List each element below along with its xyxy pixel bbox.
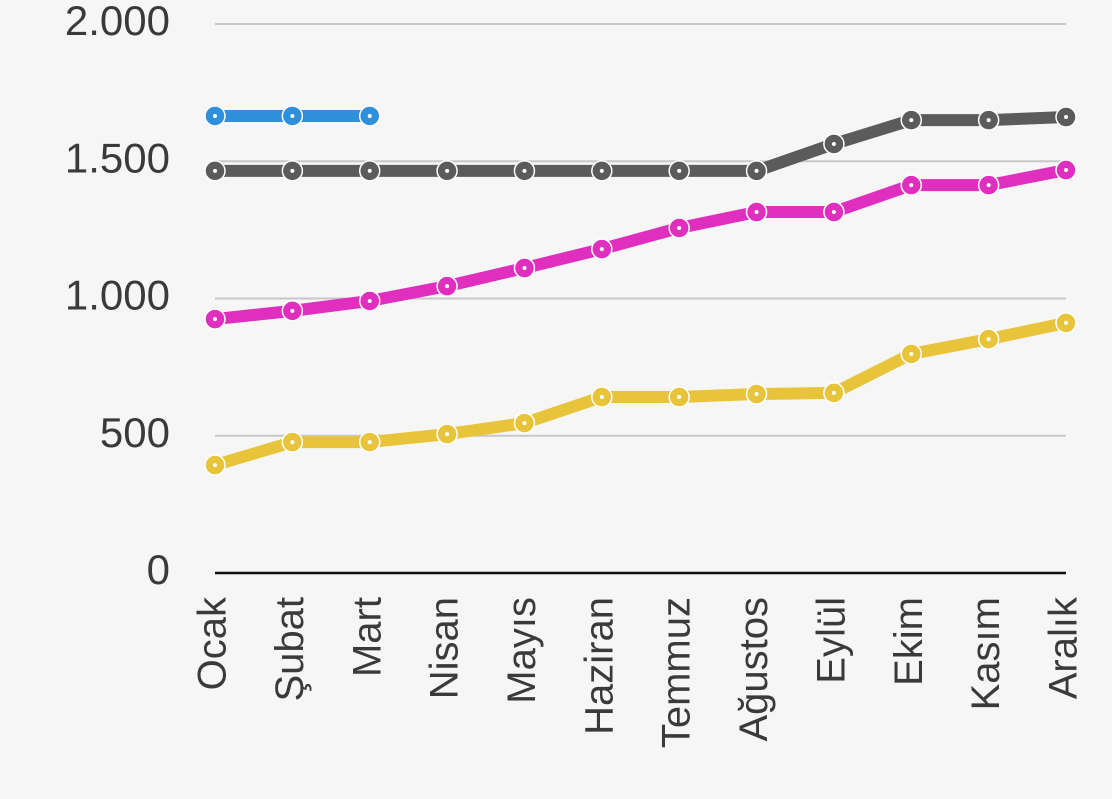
point-center [986, 183, 991, 188]
point-center [213, 317, 217, 322]
point-center [909, 183, 914, 188]
x-tick-label: Mayıs [500, 597, 544, 704]
y-tick-label: 0 [147, 546, 170, 593]
point-center [213, 113, 217, 118]
point-center [367, 113, 372, 118]
x-tick-label: Eylül [809, 597, 853, 684]
y-tick-label: 1.000 [65, 272, 170, 319]
y-tick-label: 1.500 [65, 134, 170, 181]
point-center [522, 266, 527, 271]
point-center [677, 168, 682, 173]
x-tick-label: Ağustos [732, 597, 776, 742]
point-center [445, 168, 450, 173]
point-center [599, 395, 604, 400]
point-center [367, 168, 372, 173]
point-center [831, 390, 836, 395]
point-center [290, 113, 295, 118]
point-center [290, 440, 295, 445]
point-center [522, 421, 527, 426]
point-center [213, 168, 217, 173]
x-tick-label: Ekim [887, 597, 931, 686]
point-center [909, 351, 914, 356]
point-center [986, 118, 991, 123]
point-center [367, 440, 372, 445]
point-center [1064, 168, 1068, 173]
point-center [599, 247, 604, 252]
point-center [754, 168, 759, 173]
series-line [215, 111, 1067, 177]
y-tick-label: 500 [100, 409, 170, 456]
y-tick-label: 2.000 [65, 0, 170, 44]
x-tick-label: Mart [345, 597, 389, 677]
x-tick-label: Aralık [1042, 596, 1086, 699]
point-center [754, 210, 759, 215]
x-tick-label: Ocak [191, 596, 235, 690]
x-tick-label: Temmuz [655, 597, 699, 748]
point-center [677, 395, 682, 400]
series-line [213, 317, 1068, 471]
series-line [214, 164, 1068, 326]
x-tick-label: Nisan [423, 597, 467, 699]
series [204, 159, 1077, 330]
series [204, 105, 381, 127]
series [204, 312, 1077, 476]
point-center [367, 298, 372, 303]
point-center [213, 463, 217, 468]
point-center [445, 284, 450, 289]
point-center [1064, 320, 1068, 325]
point-center [522, 168, 527, 173]
point-center [677, 225, 682, 230]
point-center [986, 337, 991, 342]
point-center [1064, 115, 1068, 120]
point-center [831, 210, 836, 215]
point-center [831, 141, 836, 146]
x-tick-label: Haziran [577, 597, 621, 735]
point-center [599, 168, 604, 173]
point-center [290, 168, 295, 173]
point-center [909, 118, 914, 123]
x-tick-label: Şubat [268, 597, 312, 702]
point-center [754, 392, 759, 397]
point-center [290, 308, 295, 313]
point-center [445, 432, 450, 437]
x-tick-label: Kasım [964, 597, 1008, 710]
series [204, 106, 1077, 182]
